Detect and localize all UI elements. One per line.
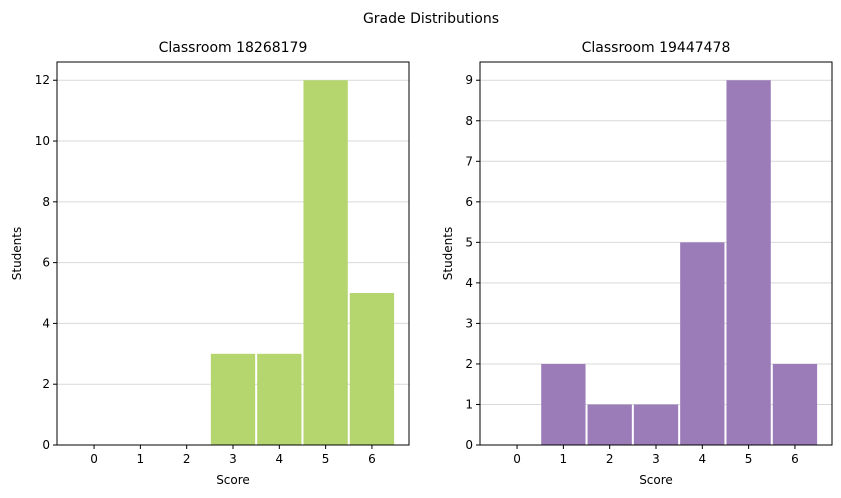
y-tick-label: 1 (465, 397, 473, 411)
x-tick-label: 4 (698, 452, 706, 466)
x-tick-label: 5 (745, 452, 753, 466)
x-tick-label: 6 (368, 452, 376, 466)
bar (303, 80, 348, 445)
x-tick-label: 1 (137, 452, 145, 466)
bar (726, 80, 771, 445)
bar (349, 293, 395, 445)
y-tick-label: 0 (465, 438, 473, 452)
chart-title: Classroom 19447478 (582, 40, 731, 56)
y-tick-label: 6 (465, 195, 473, 209)
y-tick-label: 12 (35, 73, 50, 87)
y-tick-label: 4 (42, 316, 50, 330)
chart-title: Classroom 18268179 (159, 40, 308, 56)
y-tick-label: 8 (42, 195, 50, 209)
bar (257, 353, 302, 445)
x-tick-label: 0 (90, 452, 98, 466)
chart-panel-classroom-2: Classroom 19447478 0 1 2 3 4 5 6 7 8 9 0 1 2 3 4 5 6 Sco… (441, 40, 833, 487)
x-tick-label: 5 (322, 452, 330, 466)
bar (210, 353, 256, 445)
y-tick-label: 5 (465, 235, 473, 249)
figure-title: Grade Distributions (363, 11, 499, 27)
x-axis-label: Score (639, 473, 673, 487)
y-tick-label: 6 (42, 256, 50, 270)
y-axis-label: Students (10, 227, 24, 281)
y-tick-label: 2 (465, 357, 473, 371)
x-tick-label: 3 (229, 452, 237, 466)
y-tick-label: 3 (465, 316, 473, 330)
plot-frame (479, 61, 833, 446)
y-tick-label: 7 (465, 154, 473, 168)
y-axis-label: Students (441, 227, 455, 281)
y-tick-label: 10 (35, 134, 50, 148)
y-tick-label: 4 (465, 276, 473, 290)
bar (587, 404, 632, 445)
y-tick-label: 9 (465, 73, 473, 87)
bar (680, 242, 725, 445)
bar (541, 363, 586, 445)
y-tick-label: 0 (42, 438, 50, 452)
x-tick-label: 2 (606, 452, 614, 466)
bar (633, 404, 679, 445)
y-tick-label: 8 (465, 114, 473, 128)
bar (772, 363, 818, 445)
x-axis-label: Score (216, 473, 250, 487)
y-tick-label: 2 (42, 377, 50, 391)
x-tick-label: 2 (183, 452, 191, 466)
x-tick-label: 6 (791, 452, 799, 466)
x-tick-label: 3 (652, 452, 660, 466)
x-tick-label: 0 (513, 452, 521, 466)
x-tick-label: 1 (560, 452, 568, 466)
plot-frame (56, 61, 410, 446)
x-tick-label: 4 (275, 452, 283, 466)
